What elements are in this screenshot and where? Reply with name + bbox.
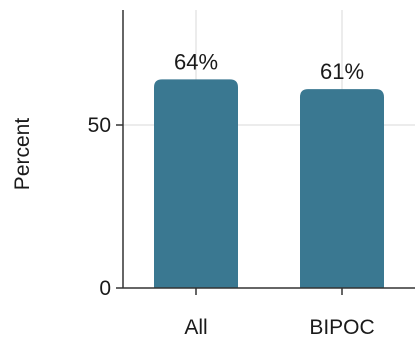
data-label-all: 64% [174, 49, 218, 74]
axes-layer [122, 10, 415, 289]
bar-all [154, 79, 238, 288]
ticks-layer: 0 50 [88, 114, 343, 300]
x-tick-label-all: All [184, 316, 207, 337]
y-axis-label: Percent [11, 118, 34, 191]
y-tick-label-50: 50 [88, 114, 111, 137]
labels-layer: 64% All 61% BIPOC [174, 49, 375, 337]
x-tick-label-bipoc: BIPOC [309, 316, 374, 337]
data-label-bipoc: 61% [320, 59, 364, 84]
bar-bipoc [300, 89, 384, 288]
y-tick-label-0: 0 [99, 277, 111, 300]
bars-layer [154, 79, 384, 288]
